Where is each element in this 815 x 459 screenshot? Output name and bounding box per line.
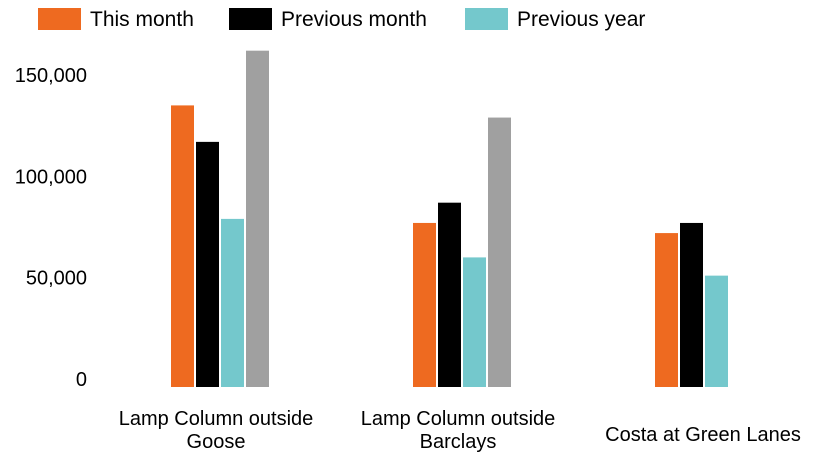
x-tick-label: Lamp Column outside [361, 408, 556, 430]
legend-label: Previous year [517, 8, 645, 31]
x-tick-label: Goose [187, 431, 246, 453]
x-tick-label: Costa at Green Lanes [605, 424, 801, 446]
x-tick-label: Barclays [420, 431, 497, 453]
y-tick-label: 0 [76, 369, 87, 391]
legend-swatch [465, 8, 508, 30]
bar [413, 222, 436, 387]
y-axis: 0 50,000 100,000 150,000 [15, 65, 87, 391]
legend-swatch [229, 8, 272, 30]
bar [488, 117, 511, 387]
legend-label: This month [90, 8, 194, 31]
bar [655, 233, 678, 387]
bar [438, 202, 461, 387]
bars [171, 50, 728, 388]
legend: This month Previous month Previous year [38, 8, 645, 31]
legend-swatch [38, 8, 81, 30]
bar [705, 275, 728, 387]
legend-label: Previous month [281, 8, 427, 31]
bar [171, 105, 194, 388]
x-tick-label: Lamp Column outside [119, 408, 314, 430]
y-tick-label: 100,000 [15, 166, 87, 188]
bar [246, 50, 269, 388]
bar [221, 218, 244, 387]
bar [463, 257, 486, 387]
y-tick-label: 50,000 [26, 268, 87, 290]
bar [196, 141, 219, 387]
y-tick-label: 150,000 [15, 65, 87, 87]
bar [680, 222, 703, 387]
